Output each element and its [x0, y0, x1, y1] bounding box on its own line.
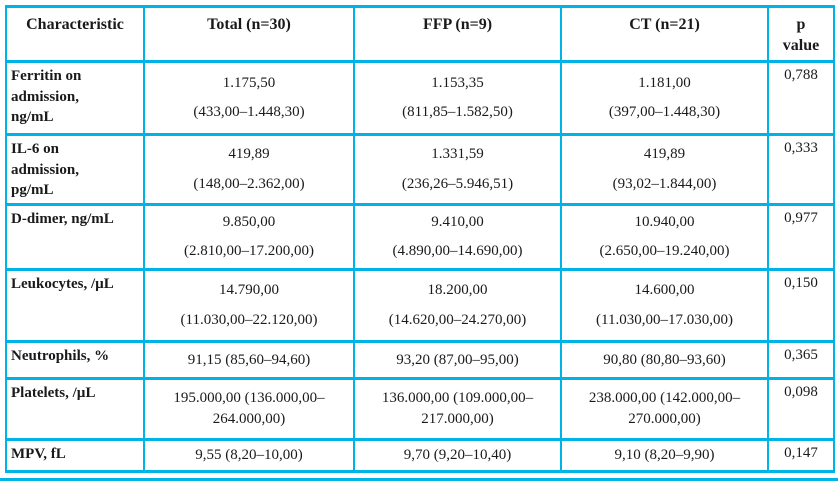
header-ct: CT (n=21)	[560, 5, 769, 63]
cell-ffp: 18.200,00 (14.620,00–24.270,00)	[353, 268, 562, 343]
characteristics-table: Characteristic Total (n=30) FFP (n=9) CT…	[5, 5, 835, 473]
cell-ct: 10.940,00 (2.650,00–19.240,00)	[560, 203, 769, 271]
cell-p-value: 0,098	[767, 377, 835, 441]
cell-total: 1.175,50 (433,00–1.448,30)	[143, 60, 355, 136]
table-row-il6: IL-6 on admission, pg/mL 419,89 (148,00–…	[5, 133, 835, 206]
cell-ct: 238.000,00 (142.000,00– 270.000,00)	[560, 377, 769, 441]
table-row-leukocytes: Leukocytes, /µL 14.790,00 (11.030,00–22.…	[5, 268, 835, 343]
cell-ct: 14.600,00 (11.030,00–17.030,00)	[560, 268, 769, 343]
row-label: IL-6 on admission, pg/mL	[5, 133, 145, 206]
cell-p-value: 0,365	[767, 340, 835, 380]
cell-ct: 1.181,00 (397,00–1.448,30)	[560, 60, 769, 136]
cell-total: 14.790,00 (11.030,00–22.120,00)	[143, 268, 355, 343]
cell-p-value: 0,788	[767, 60, 835, 136]
cell-ffp: 1.153,35 (811,85–1.582,50)	[353, 60, 562, 136]
table-row-platelets: Platelets, /µL 195.000,00 (136.000,00– 2…	[5, 377, 835, 441]
row-label: MPV, fL	[5, 438, 145, 473]
header-characteristic: Characteristic	[5, 5, 145, 63]
cell-ct: 419,89 (93,02–1.844,00)	[560, 133, 769, 206]
table-row-mpv: MPV, fL 9,55 (8,20–10,00) 9,70 (9,20–10,…	[5, 438, 835, 473]
header-total: Total (n=30)	[143, 5, 355, 63]
cell-total: 419,89 (148,00–2.362,00)	[143, 133, 355, 206]
header-row: Characteristic Total (n=30) FFP (n=9) CT…	[5, 5, 835, 63]
cell-ffp: 1.331,59 (236,26–5.946,51)	[353, 133, 562, 206]
cell-p-value: 0,150	[767, 268, 835, 343]
table-row-neutrophils: Neutrophils, % 91,15 (85,60–94,60) 93,20…	[5, 340, 835, 380]
horizontal-divider	[0, 478, 838, 481]
header-ffp: FFP (n=9)	[353, 5, 562, 63]
row-label: Ferritin on admission, ng/mL	[5, 60, 145, 136]
header-p-value: p value	[767, 5, 835, 63]
row-label: Neutrophils, %	[5, 340, 145, 380]
cell-p-value: 0,977	[767, 203, 835, 271]
row-label: Platelets, /µL	[5, 377, 145, 441]
cell-ffp: 136.000,00 (109.000,00– 217.000,00)	[353, 377, 562, 441]
row-label: D-dimer, ng/mL	[5, 203, 145, 271]
row-label: Leukocytes, /µL	[5, 268, 145, 343]
cell-ct: 9,10 (8,20–9,90)	[560, 438, 769, 473]
cell-total: 91,15 (85,60–94,60)	[143, 340, 355, 380]
cell-ct: 90,80 (80,80–93,60)	[560, 340, 769, 380]
cell-ffp: 9.410,00 (4.890,00–14.690,00)	[353, 203, 562, 271]
cell-total: 9,55 (8,20–10,00)	[143, 438, 355, 473]
cell-ffp: 9,70 (9,20–10,40)	[353, 438, 562, 473]
cell-p-value: 0,147	[767, 438, 835, 473]
cell-ffp: 93,20 (87,00–95,00)	[353, 340, 562, 380]
cell-p-value: 0,333	[767, 133, 835, 206]
table-row-ddimer: D-dimer, ng/mL 9.850,00 (2.810,00–17.200…	[5, 203, 835, 271]
cell-total: 9.850,00 (2.810,00–17.200,00)	[143, 203, 355, 271]
cell-total: 195.000,00 (136.000,00– 264.000,00)	[143, 377, 355, 441]
table-row-ferritin: Ferritin on admission, ng/mL 1.175,50 (4…	[5, 60, 835, 136]
